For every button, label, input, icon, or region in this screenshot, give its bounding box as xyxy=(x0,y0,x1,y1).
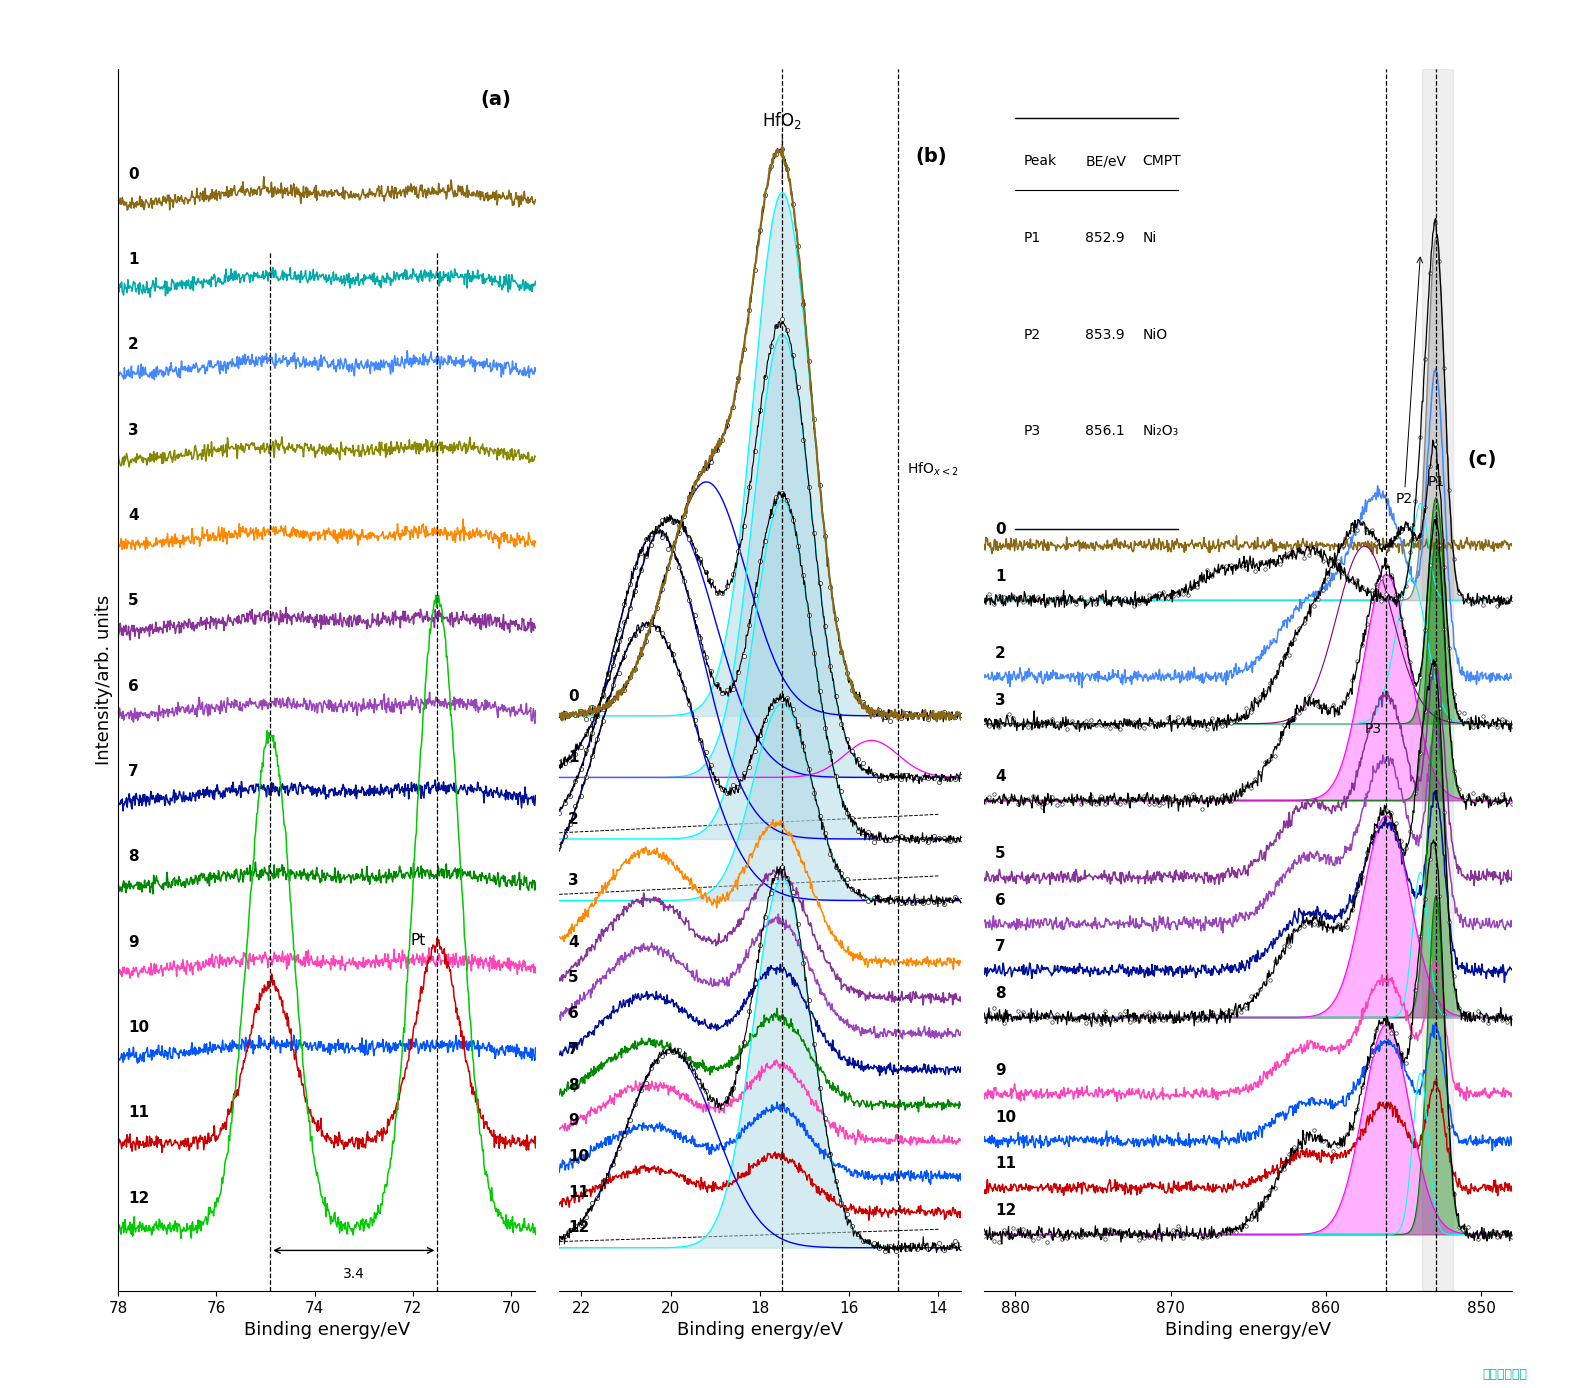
Text: BE/eV: BE/eV xyxy=(1085,154,1126,168)
Text: NiO: NiO xyxy=(1143,328,1167,341)
Text: 10: 10 xyxy=(995,1109,1016,1124)
Text: Peak: Peak xyxy=(1024,154,1057,168)
Text: P3: P3 xyxy=(1024,425,1041,439)
Text: 1: 1 xyxy=(995,569,1006,584)
Text: 0: 0 xyxy=(995,522,1006,537)
Text: 7: 7 xyxy=(995,940,1006,955)
Text: 7: 7 xyxy=(128,763,139,779)
Text: P2: P2 xyxy=(1024,328,1041,341)
Text: 3.4: 3.4 xyxy=(343,1267,365,1281)
Text: P3: P3 xyxy=(1364,722,1381,736)
Text: 6: 6 xyxy=(995,892,1006,908)
Text: 1: 1 xyxy=(569,750,578,765)
Text: 5: 5 xyxy=(995,845,1006,861)
Text: HfO$_{x<2}$: HfO$_{x<2}$ xyxy=(907,461,959,479)
Text: 0: 0 xyxy=(128,167,139,182)
Text: 3: 3 xyxy=(995,693,1006,708)
Text: 1: 1 xyxy=(128,253,139,266)
Text: 0: 0 xyxy=(569,688,578,704)
Text: 12: 12 xyxy=(128,1191,150,1206)
Text: 8: 8 xyxy=(128,849,139,865)
Text: 6: 6 xyxy=(569,1006,578,1022)
Text: 8: 8 xyxy=(569,1077,578,1092)
Text: 11: 11 xyxy=(995,1156,1016,1171)
Text: P1: P1 xyxy=(1024,230,1041,244)
Text: Ni: Ni xyxy=(1143,230,1158,244)
Text: 2: 2 xyxy=(569,812,578,827)
Y-axis label: Intensity/arb. units: Intensity/arb. units xyxy=(94,595,112,765)
Text: 7: 7 xyxy=(569,1042,578,1056)
Text: 11: 11 xyxy=(128,1105,150,1120)
Text: 4: 4 xyxy=(569,934,578,949)
Text: 9: 9 xyxy=(128,934,139,949)
Text: 852.9: 852.9 xyxy=(1085,230,1125,244)
Text: 4: 4 xyxy=(128,508,139,523)
Text: 853.9: 853.9 xyxy=(1085,328,1125,341)
Text: CMPT: CMPT xyxy=(1143,154,1181,168)
Bar xyxy=(1422,69,1454,1291)
Text: 12: 12 xyxy=(569,1220,589,1235)
Text: 6: 6 xyxy=(128,679,139,694)
Text: HfO$_2$: HfO$_2$ xyxy=(762,110,802,130)
Text: 12: 12 xyxy=(995,1203,1016,1219)
Text: 3: 3 xyxy=(569,873,578,888)
Text: Pt: Pt xyxy=(410,933,425,948)
Text: 10: 10 xyxy=(128,1020,150,1035)
Text: 2: 2 xyxy=(995,645,1006,661)
Text: (a): (a) xyxy=(480,90,510,110)
X-axis label: Binding energy/eV: Binding energy/eV xyxy=(1166,1321,1331,1339)
X-axis label: Binding energy/eV: Binding energy/eV xyxy=(677,1321,843,1339)
Text: 彩虹网址导航: 彩虹网址导航 xyxy=(1482,1369,1528,1381)
X-axis label: Binding energy/eV: Binding energy/eV xyxy=(244,1321,410,1339)
Text: Ni₂O₃: Ni₂O₃ xyxy=(1143,425,1180,439)
Text: 3: 3 xyxy=(128,422,139,437)
Text: (c): (c) xyxy=(1466,450,1496,469)
Text: 2: 2 xyxy=(128,337,139,353)
Text: 5: 5 xyxy=(128,593,139,608)
Text: (b): (b) xyxy=(915,147,947,165)
Text: 9: 9 xyxy=(569,1113,578,1128)
Text: 4: 4 xyxy=(995,769,1006,784)
Text: 10: 10 xyxy=(569,1149,589,1165)
Text: 856.1: 856.1 xyxy=(1085,425,1125,439)
Text: P1: P1 xyxy=(1427,475,1444,489)
Text: 11: 11 xyxy=(569,1185,589,1199)
Text: 8: 8 xyxy=(995,987,1006,1001)
Text: 5: 5 xyxy=(569,970,578,985)
Text: 9: 9 xyxy=(995,1063,1006,1078)
Text: P2: P2 xyxy=(1395,257,1422,507)
